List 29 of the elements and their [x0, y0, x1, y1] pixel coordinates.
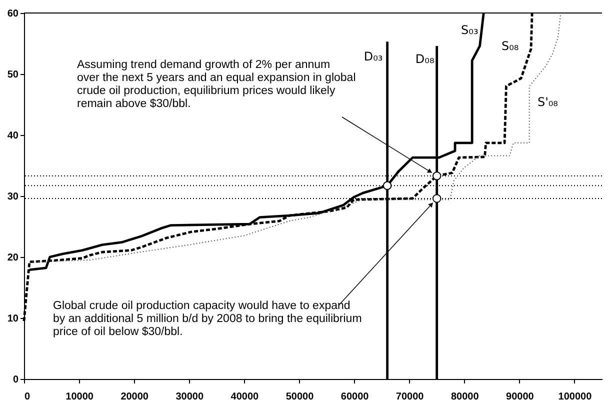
point [432, 172, 442, 180]
y-tick-label: 40 [7, 130, 19, 142]
x-tick-label: 20000 [120, 392, 149, 402]
x-tick-label: 80000 [450, 392, 480, 402]
x-tick-label: 0 [24, 392, 30, 402]
y-tick-label: 30 [7, 192, 19, 202]
point [382, 181, 392, 190]
y-tick-label: 0 [12, 374, 19, 386]
y-tick-label: 10 [7, 314, 19, 324]
series-label: S'₀₈ [537, 95, 558, 109]
y-tick-label: 50 [7, 70, 19, 80]
series-label: S₀₈ [501, 39, 519, 53]
annotation: Global crude oil production capacity would have to expand by an additional 5 million b/d by 2008 to bring the equilibrium price of oil below $30/bbl. [53, 300, 362, 338]
series-label: D₀₈ [415, 52, 434, 66]
line-series [29, 12, 562, 262]
point [432, 194, 442, 203]
x-tick-label: 70000 [396, 392, 424, 402]
x-tick-label: 40000 [230, 392, 260, 402]
x-tick-label: 90000 [506, 392, 534, 402]
series-label: D₀₃ [364, 50, 383, 64]
x-tick-label: 50000 [286, 392, 314, 402]
annotation: Assuming trend demand growth of 2% per annum over the next 5 years and an equal expansion in global crude oil production, equilibrium prices would likely remain above $30/bbl. [77, 59, 356, 110]
y-tick-label: 60 [7, 8, 19, 20]
x-tick-label: 60000 [340, 392, 370, 402]
x-tick-label: 10000 [66, 392, 94, 402]
y-tick-label: 20 [7, 252, 19, 264]
x-tick-label: 100000 [558, 392, 592, 402]
series-label: S₀₃ [461, 23, 478, 37]
x-tick-label: 30000 [176, 392, 204, 402]
